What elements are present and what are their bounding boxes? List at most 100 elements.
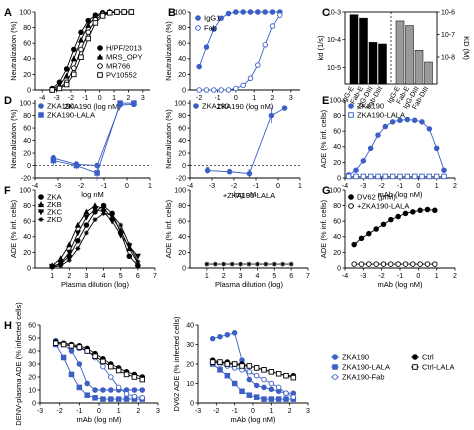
series-unnamed [204,261,294,267]
chart-title: +ZKA190-LALA [223,191,275,200]
legend-marker [332,364,338,370]
y-tick-label: 20 [186,361,194,368]
data-point [225,87,232,93]
data-point [217,367,223,373]
data-point [253,382,260,389]
data-point [66,241,73,248]
series-zka190-lala [52,341,146,402]
y-tick-label: 0 [190,400,194,407]
data-point [100,358,106,365]
data-point [404,116,411,123]
series-pv10552 [49,9,135,93]
data-point [268,380,275,387]
data-point [353,167,359,173]
data-point [353,173,359,180]
data-point [224,332,231,338]
data-point [211,87,217,93]
panel-letter: H [4,320,12,332]
data-point [126,242,132,247]
data-point [204,167,211,174]
data-point [74,221,81,228]
data-point [389,119,396,125]
data-point [246,170,253,177]
x-tick-label: 0 [251,408,255,415]
data-point [280,261,286,267]
y-tick-label: 100 [19,101,31,108]
data-point [135,259,141,265]
data-point [49,87,56,93]
data-point [126,253,133,260]
data-point [139,387,146,393]
data-point [395,213,401,220]
panel-letter: C [322,7,330,19]
data-point [231,330,238,336]
data-point [271,261,277,267]
data-point [380,261,387,267]
x-tick-label: -1 [232,408,238,415]
data-point [360,173,367,180]
y-tick-label: 30 [28,361,36,368]
y-tick-label: 80 [178,113,186,120]
data-point [253,365,260,371]
data-point [52,340,59,346]
panel-letter: F [4,185,11,197]
x-tick-label: -2 [213,408,219,415]
data-point [76,384,83,391]
x-tick-label: -3 [55,183,61,190]
data-point [60,341,67,348]
data-point [432,207,438,214]
bar [368,42,378,85]
series-zka [49,202,141,270]
x-tick-label: -1 [101,183,107,190]
data-point [204,261,210,267]
data-point [108,387,114,393]
panel-letter: A [4,7,12,19]
y-tick-label: 0 [182,163,186,170]
y-tick-label: 40 [23,138,31,145]
panel-letter: D [4,95,12,107]
legend-marker [412,364,418,370]
y-tick-label: 0 [27,265,31,272]
x-tick-label: -3 [360,273,366,280]
data-point [83,208,90,215]
data-point [419,173,425,180]
data-point [358,235,365,242]
data-point [123,391,130,397]
data-point [269,23,276,29]
data-point [85,35,91,42]
data-point [351,241,357,248]
y-tick-label: -20 [21,175,31,182]
legend-marker [97,63,103,69]
data-point [106,10,113,16]
data-point [246,369,253,375]
data-point [432,261,438,267]
y-tick-label: 60 [333,219,341,226]
data-point [367,173,374,180]
data-point [217,333,223,340]
data-point [76,344,83,350]
series-dv62-prm- [351,206,438,248]
x-tick-label: 7 [306,273,310,280]
data-point [253,394,260,400]
data-point [382,173,389,180]
x-axis-label: ZKA190 (log nM) [217,102,274,111]
data-point [68,343,75,349]
data-point [221,261,227,267]
legend-label: Fab [204,24,217,33]
data-point [128,9,135,15]
y-tick-label: 40 [28,348,36,355]
x-tick-label: -4 [342,183,348,190]
x-tick-label: -2 [196,95,202,102]
x-tick-label: -1 [397,183,403,190]
data-point [115,367,122,374]
panel-letter: G [322,185,331,197]
data-point [410,261,416,267]
y-tick-label: -20 [176,175,186,182]
bar [405,25,414,85]
x-tick-label: -2 [78,183,84,190]
data-point [375,173,381,180]
x-axis-label: Plasma dilution (log) [215,280,283,289]
data-point [373,226,379,232]
data-point [196,87,202,93]
